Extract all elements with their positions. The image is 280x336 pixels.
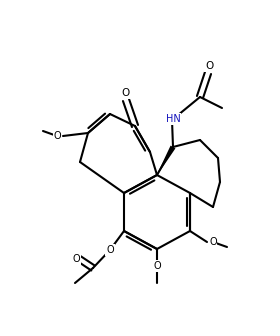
- Text: HN: HN: [166, 114, 180, 124]
- Text: O: O: [205, 61, 213, 71]
- Text: O: O: [106, 245, 114, 255]
- Text: O: O: [53, 131, 61, 141]
- Polygon shape: [157, 145, 176, 175]
- Text: O: O: [72, 254, 80, 264]
- Text: O: O: [153, 261, 161, 271]
- Text: O: O: [209, 237, 217, 247]
- Text: O: O: [122, 88, 130, 98]
